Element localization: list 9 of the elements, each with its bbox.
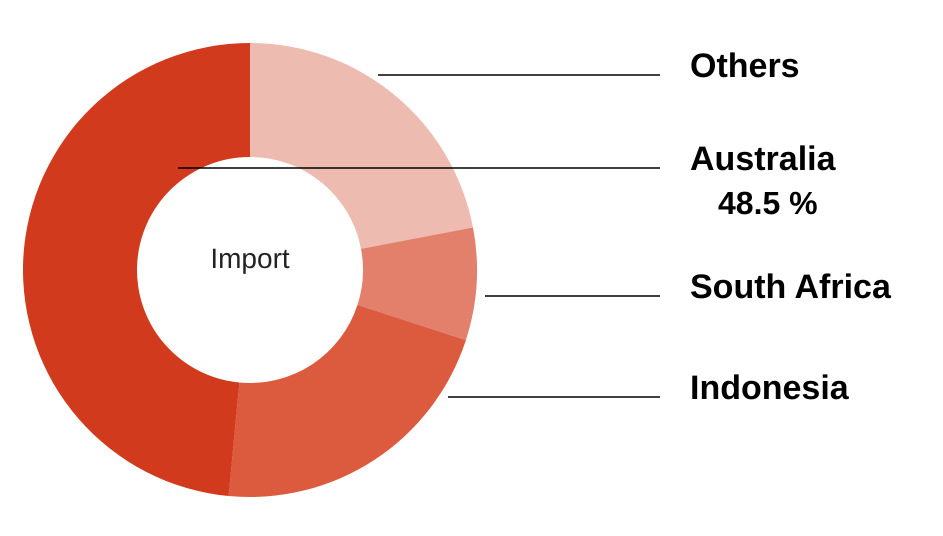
slice-label: Indonesia	[690, 369, 850, 407]
slice-label: Others	[690, 47, 800, 85]
donut-slice	[250, 43, 473, 249]
donut-slice	[357, 227, 477, 340]
slice-label: South Africa	[690, 268, 892, 306]
slice-label: Australia	[690, 140, 837, 178]
data-label: 48.5 %	[718, 185, 818, 221]
text: Import	[210, 243, 290, 274]
donut-slice	[228, 304, 466, 497]
